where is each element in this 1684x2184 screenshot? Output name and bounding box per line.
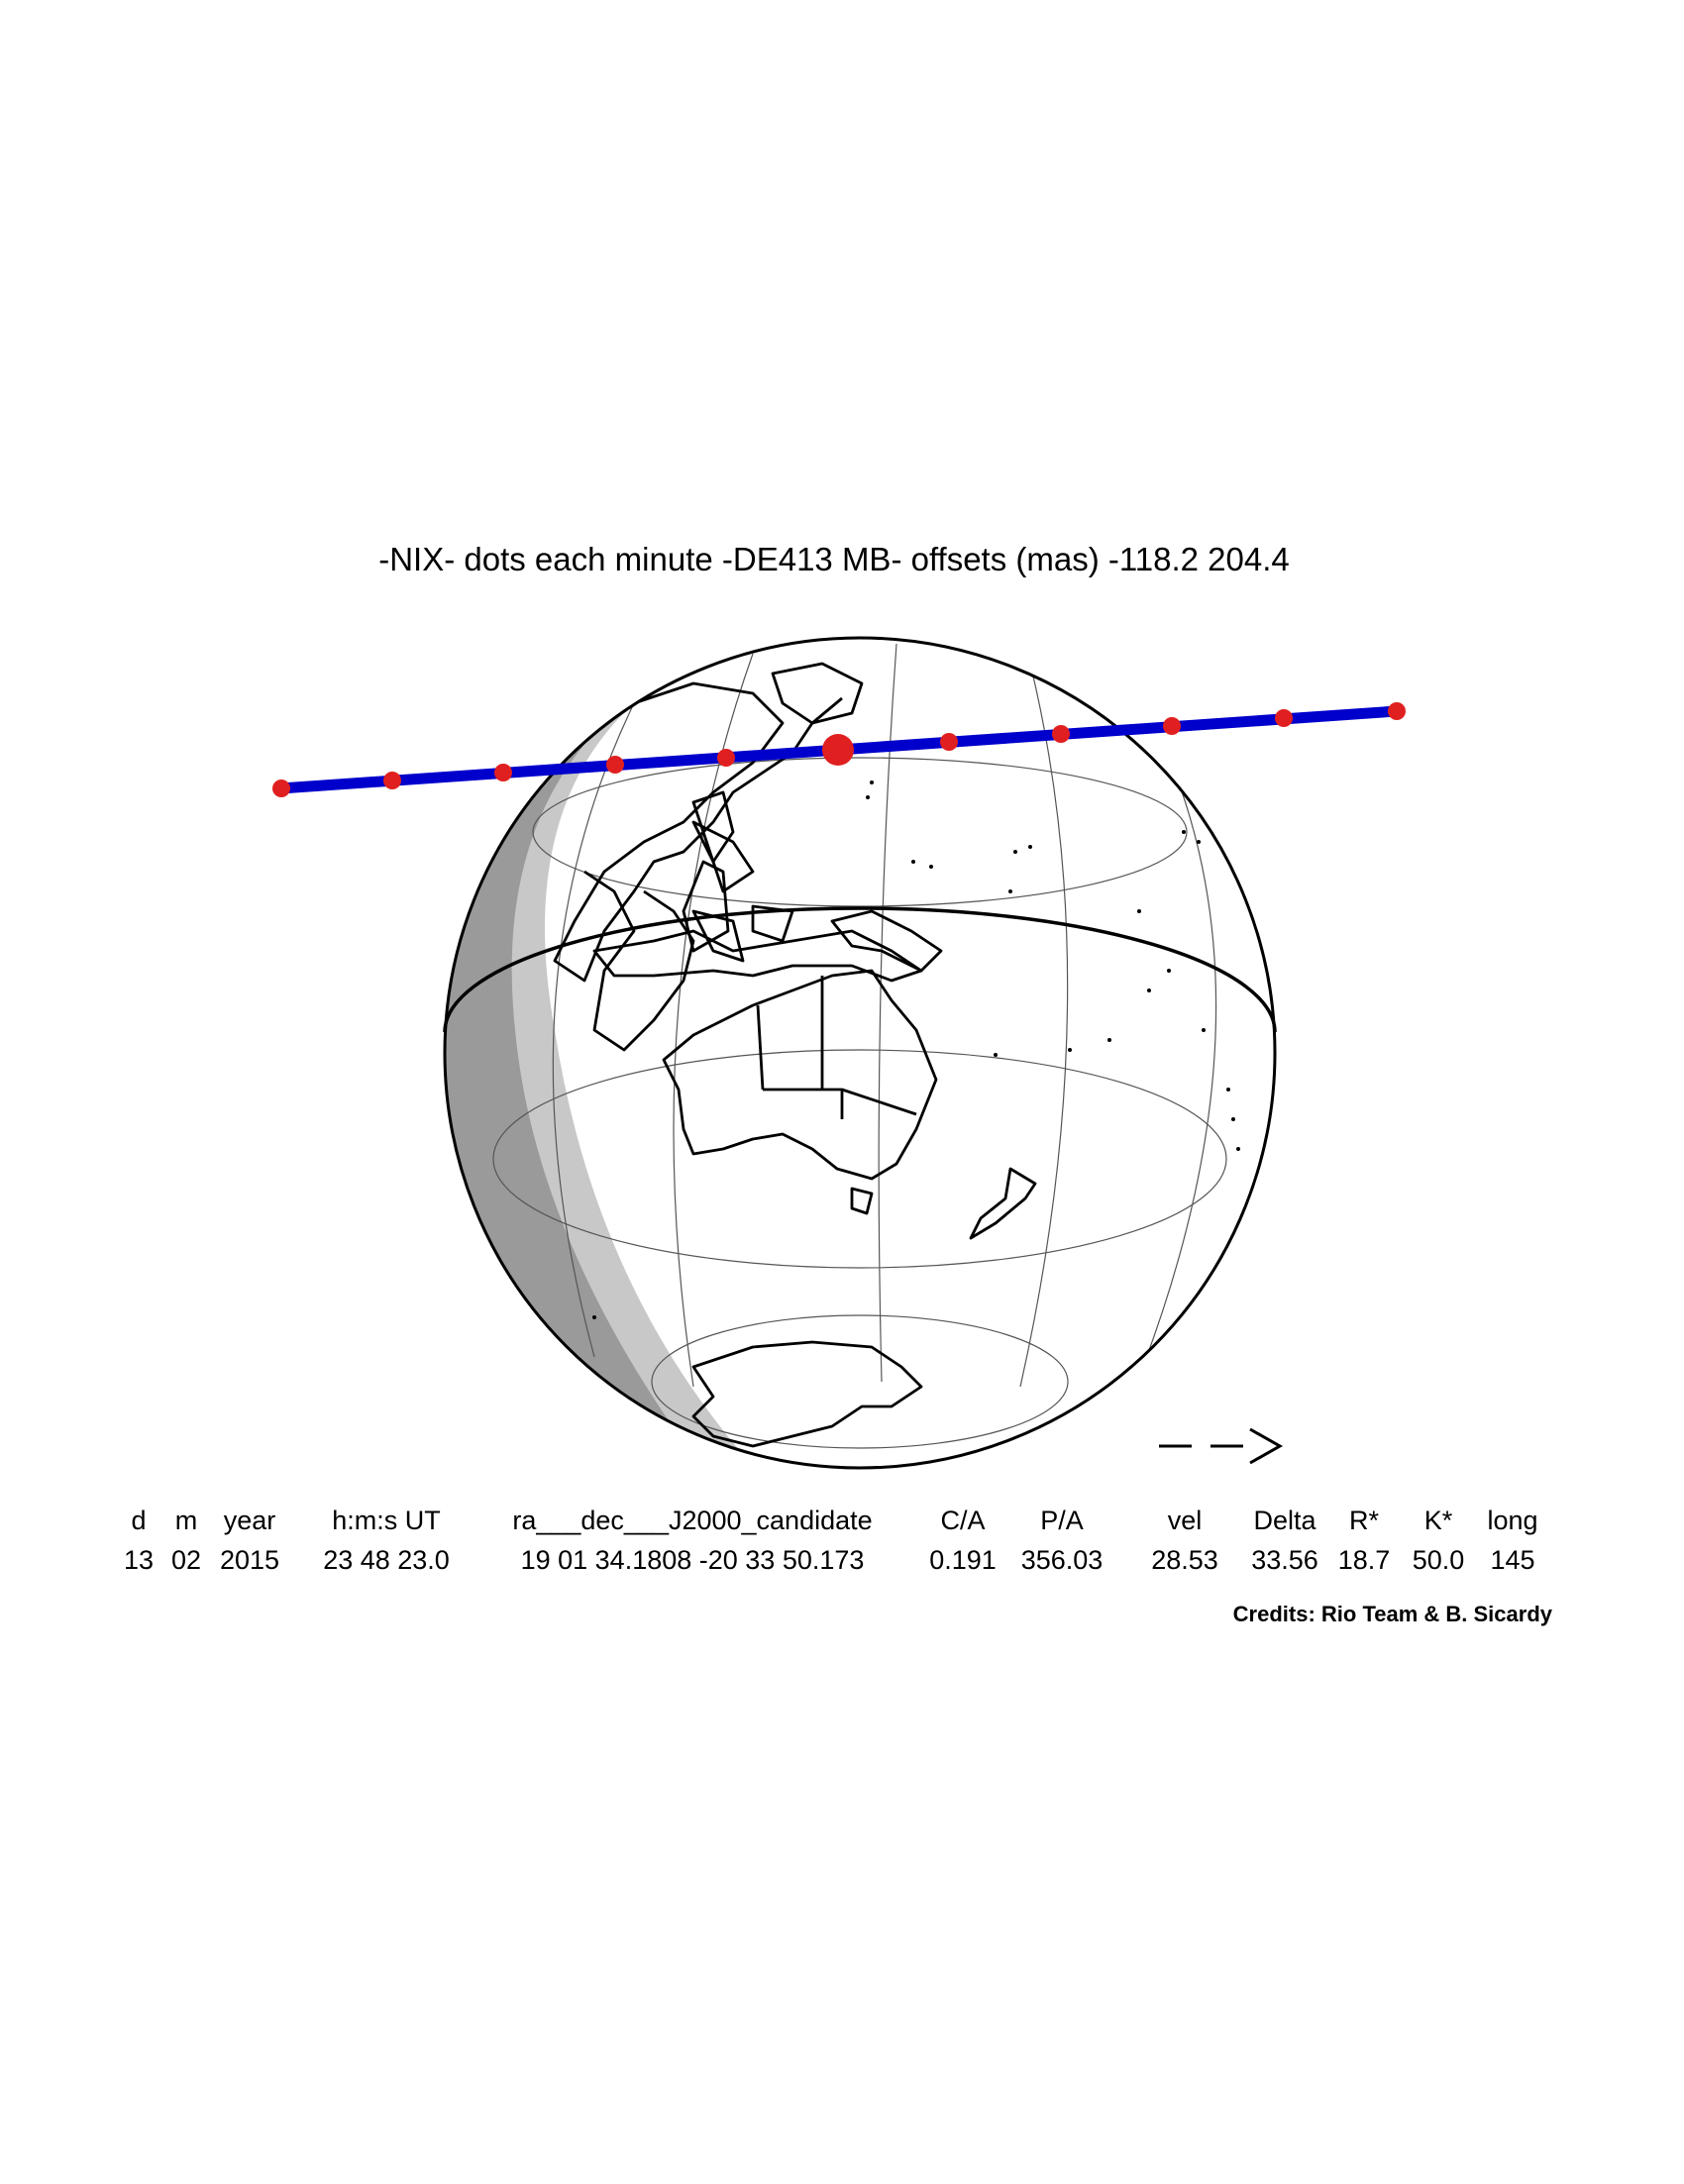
coastline xyxy=(691,820,755,893)
coastline xyxy=(691,1340,923,1448)
meridian xyxy=(1019,663,1069,1388)
column-value: 28.53 xyxy=(1151,1545,1218,1575)
globe xyxy=(445,638,1275,1468)
globe-outline xyxy=(443,636,1277,1470)
column-header: long xyxy=(1487,1506,1537,1535)
column-value: 02 xyxy=(171,1545,201,1575)
column-value: 145 xyxy=(1490,1545,1534,1575)
column-header: K* xyxy=(1424,1506,1453,1535)
direction-arrow xyxy=(1159,1427,1284,1465)
minute-dots xyxy=(272,702,1406,797)
column-value: 19 01 34.1808 -20 33 50.173 xyxy=(521,1545,865,1575)
column-header: year xyxy=(224,1506,276,1535)
column-value: 0.191 xyxy=(929,1545,997,1575)
coastline xyxy=(969,1167,1037,1240)
coastline xyxy=(691,790,735,864)
map-title: -NIX- dots each minute -DE413 MB- offset… xyxy=(378,541,1290,577)
column-header: P/A xyxy=(1040,1506,1084,1535)
column-header: vel xyxy=(1168,1506,1203,1535)
border xyxy=(756,976,917,1119)
column-value: 356.03 xyxy=(1021,1545,1104,1575)
coastline xyxy=(662,969,938,1181)
column-header: Delta xyxy=(1253,1506,1316,1535)
column-value: 18.7 xyxy=(1338,1545,1391,1575)
islands xyxy=(592,780,1240,1319)
equator xyxy=(443,906,1277,1033)
coastline xyxy=(691,909,745,963)
column-value: 50.0 xyxy=(1413,1545,1465,1575)
coastline xyxy=(583,870,695,1052)
column-header: ra___dec___J2000_candidate xyxy=(512,1506,872,1535)
column-header: d xyxy=(131,1506,146,1535)
coastline xyxy=(592,929,923,983)
column-value: 33.56 xyxy=(1251,1545,1318,1575)
column-value: 2015 xyxy=(220,1545,279,1575)
coastline xyxy=(850,1187,874,1215)
coastline xyxy=(771,662,864,725)
latitude-line xyxy=(492,1049,1227,1269)
column-header: R* xyxy=(1349,1506,1379,1535)
column-header: h:m:s UT xyxy=(332,1506,441,1535)
meridian xyxy=(552,702,635,1358)
credits: Credits: Rio Team & B. Sicardy xyxy=(1233,1602,1553,1626)
latitude-line xyxy=(651,1314,1069,1449)
column-value: 13 xyxy=(124,1545,154,1575)
coastline xyxy=(553,681,843,983)
column-header: C/A xyxy=(940,1506,985,1535)
coastline xyxy=(830,909,943,973)
info-table: d 13 m 02 year 2015 h:m:s UT 23 48 23.0 ra___dec… xyxy=(124,1506,1538,1575)
column-header: m xyxy=(175,1506,198,1535)
latitude-line xyxy=(532,757,1188,907)
column-value: 23 48 23.0 xyxy=(323,1545,450,1575)
shadow-path xyxy=(272,702,1406,797)
